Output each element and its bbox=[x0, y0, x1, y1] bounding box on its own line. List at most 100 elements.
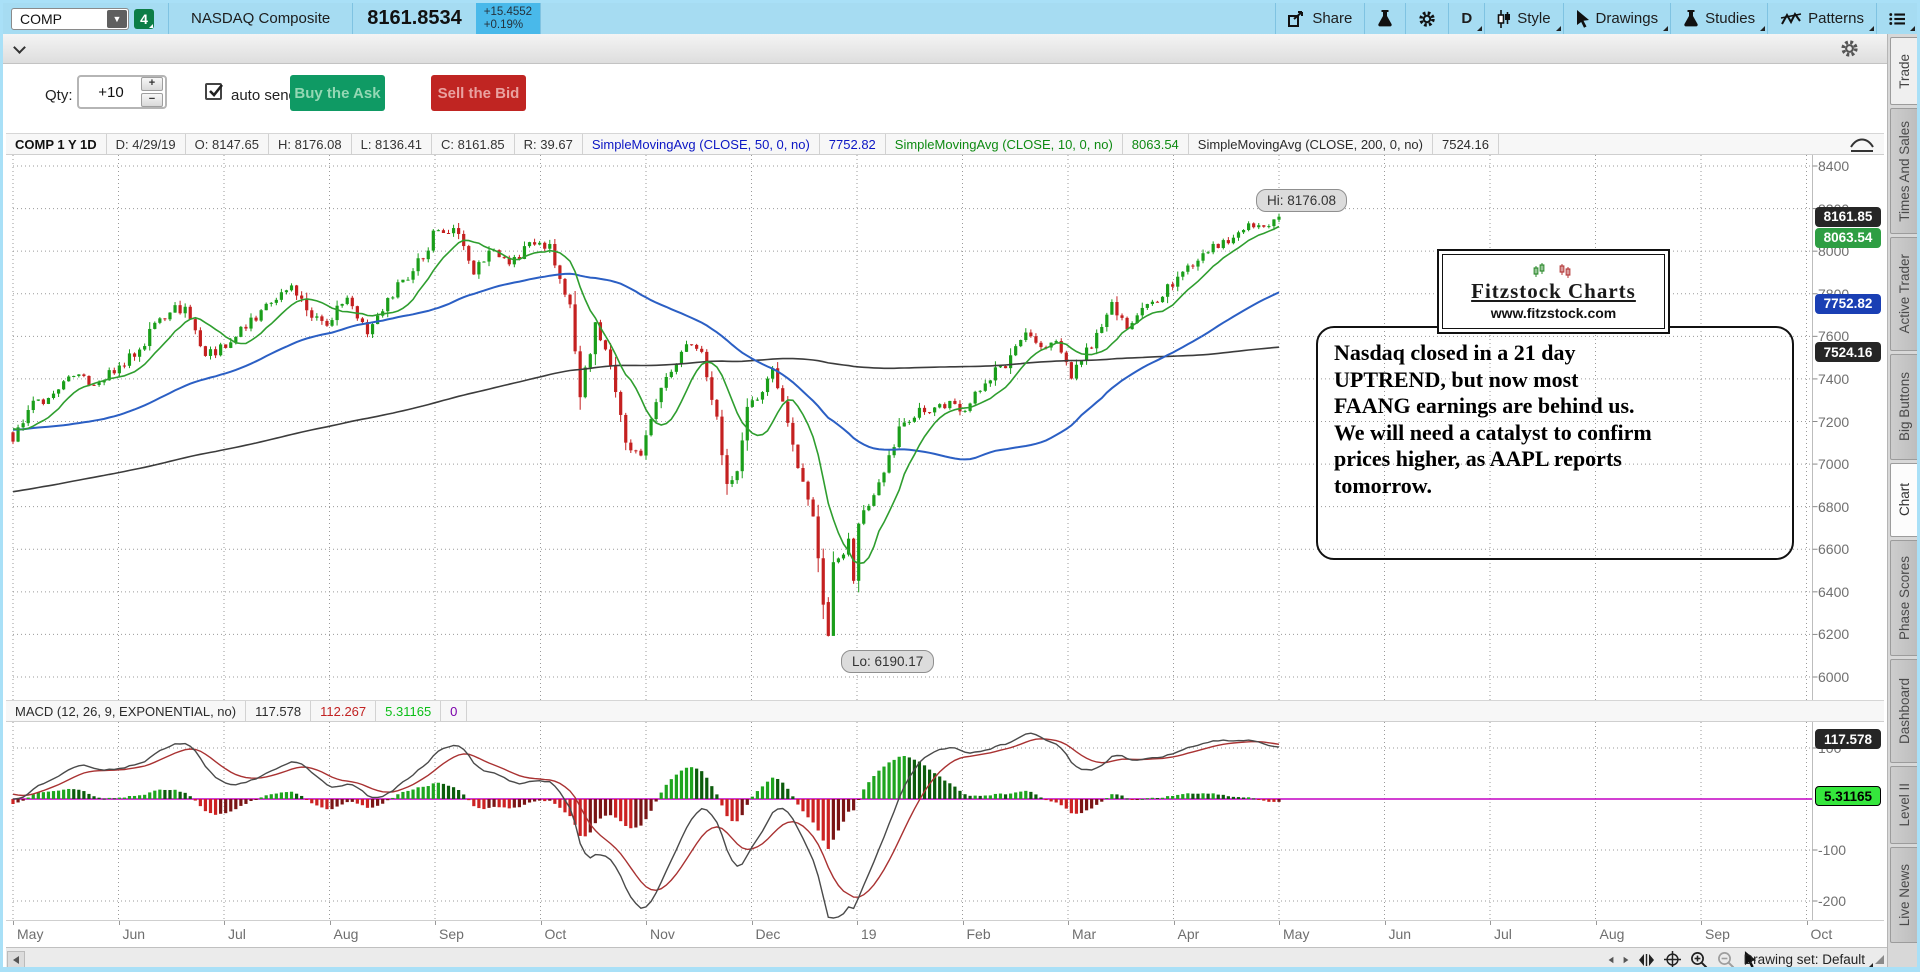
macd-value-cell: 117.578 bbox=[246, 701, 312, 721]
price-axis-style-icon[interactable] bbox=[1848, 136, 1876, 161]
chart-menu-button[interactable] bbox=[1877, 3, 1917, 34]
last-price: 8161.8534 bbox=[367, 7, 462, 29]
share-icon bbox=[1288, 10, 1304, 27]
list-menu-icon bbox=[1889, 12, 1905, 25]
page-right-icon[interactable] bbox=[1623, 956, 1629, 963]
time-axis-label: Jun bbox=[1388, 926, 1412, 942]
toolbar-separator bbox=[1484, 3, 1486, 34]
change-percent: +0.19% bbox=[483, 18, 524, 31]
chart-bottom-toolbar: Drawing set: Default bbox=[6, 947, 1887, 969]
ohlc-study-cell: 7524.16 bbox=[1433, 134, 1499, 154]
time-axis: May Jun Jul Aug Sep Oct Nov Dec 19 Feb Mar Apr May Ju… bbox=[6, 920, 1884, 947]
time-axis-label: Nov bbox=[650, 926, 675, 942]
style-button[interactable]: Style bbox=[1485, 3, 1562, 34]
price-change: +15.4552 +0.19% bbox=[475, 3, 541, 34]
scroll-left-button[interactable] bbox=[7, 951, 25, 967]
zoom-out-icon[interactable] bbox=[1717, 951, 1735, 969]
toolbar-separator bbox=[1767, 3, 1769, 34]
toolbar-separator bbox=[1448, 3, 1450, 34]
time-axis-label: May bbox=[17, 926, 44, 942]
sell-the-bid-button[interactable]: Sell the Bid bbox=[431, 75, 526, 111]
change-value: +15.4552 bbox=[483, 5, 533, 18]
symbol-input[interactable]: COMP ▼ bbox=[11, 7, 129, 30]
gear-icon[interactable] bbox=[1840, 39, 1859, 63]
crosshair-icon[interactable] bbox=[1664, 951, 1681, 968]
right-gadget-tabs: Trade Times And Sales Active Trader Big But… bbox=[1887, 34, 1917, 967]
macd-tick-label: -100 bbox=[1818, 842, 1847, 858]
top-toolbar: COMP ▼ 4 NASDAQ Composite 8161.8534 +15.… bbox=[3, 3, 1917, 34]
sidebar-tab-trade[interactable]: Trade bbox=[1890, 37, 1917, 105]
time-axis-label: Apr bbox=[1177, 926, 1200, 942]
analyze-button[interactable] bbox=[1365, 3, 1405, 34]
qty-increment-button[interactable]: + bbox=[141, 77, 163, 91]
ohlc-study-cell: L: 8136.41 bbox=[352, 134, 433, 154]
toolbar-separator bbox=[540, 3, 542, 34]
page-left-icon[interactable] bbox=[1608, 956, 1614, 963]
time-axis-label: 19 bbox=[861, 926, 877, 942]
ohlc-study-cell: 8063.54 bbox=[1123, 134, 1189, 154]
sidebar-tab-phase-scores[interactable]: Phase Scores bbox=[1890, 540, 1917, 656]
sidebar-tab-active-trader[interactable]: Active Trader bbox=[1890, 237, 1917, 351]
auto-send-checkbox[interactable] bbox=[205, 83, 224, 100]
pattern-icon bbox=[1780, 11, 1802, 24]
macd-header: MACD (12, 26, 9, EXPONENTIAL, no) 117.578… bbox=[6, 700, 1884, 722]
ohlc-study-cell: 7752.82 bbox=[820, 134, 886, 154]
qty-decrement-button[interactable]: − bbox=[141, 93, 163, 107]
time-axis-label: Jun bbox=[122, 926, 146, 942]
high-price-bubble: Hi: 8176.08 bbox=[1256, 189, 1348, 212]
time-axis-label: Mar bbox=[1072, 926, 1097, 942]
cursor-icon[interactable] bbox=[1744, 951, 1757, 968]
timeframe-button[interactable]: D bbox=[1449, 3, 1484, 34]
toolbar-separator bbox=[1876, 3, 1877, 34]
low-price-bubble: Lo: 6190.17 bbox=[841, 650, 935, 673]
time-axis-label: Dec bbox=[755, 926, 781, 942]
buy-the-ask-button[interactable]: Buy the Ask bbox=[290, 75, 385, 111]
flask-icon bbox=[1378, 9, 1393, 26]
studies-button[interactable]: Studies bbox=[1671, 3, 1767, 34]
macd-value-cell: MACD (12, 26, 9, EXPONENTIAL, no) bbox=[6, 701, 247, 721]
axis-price-badge: 7524.16 bbox=[1815, 342, 1881, 363]
ohlc-study-cell: SimpleMovingAvg (CLOSE, 50, 0, no) bbox=[583, 134, 820, 154]
toolbar-separator bbox=[1670, 3, 1672, 34]
ohlc-study-cell: R: 39.67 bbox=[515, 134, 583, 154]
sidebar-tab-level-ii[interactable]: Level II bbox=[1890, 766, 1917, 844]
patterns-button[interactable]: Patterns bbox=[1768, 3, 1876, 34]
chart-annotation-note[interactable]: Nasdaq closed in a 21 day UPTREND, but n… bbox=[1316, 326, 1794, 560]
watchlist-count-badge[interactable]: 4 bbox=[134, 8, 154, 29]
resize-grip[interactable] bbox=[1875, 955, 1884, 964]
price-tick-label: 7600 bbox=[1818, 328, 1850, 345]
ohlc-study-cell: H: 8176.08 bbox=[269, 134, 352, 154]
sidebar-tab-live-news[interactable]: Live News bbox=[1890, 847, 1917, 943]
price-chart[interactable] bbox=[6, 155, 1884, 700]
symbol-dropdown-button[interactable]: ▼ bbox=[107, 9, 127, 28]
sidebar-tab-chart[interactable]: Chart bbox=[1890, 463, 1917, 537]
ohlc-study-cell: O: 8147.65 bbox=[186, 134, 269, 154]
toolbar-separator bbox=[1562, 3, 1564, 34]
price-tick-label: 6600 bbox=[1818, 541, 1850, 558]
sidebar-tab-big-buttons[interactable]: Big Buttons bbox=[1890, 354, 1917, 460]
sidebar-tab-dashboard[interactable]: Dashboard bbox=[1890, 659, 1917, 763]
macd-chart[interactable] bbox=[6, 722, 1884, 920]
order-panel-collapse-bar[interactable] bbox=[3, 34, 1887, 64]
drawing-set-selector[interactable]: Drawing set: Default bbox=[1743, 948, 1873, 967]
time-axis-label: Jul bbox=[228, 926, 246, 942]
drawings-button[interactable]: Drawings bbox=[1564, 3, 1671, 34]
chevron-down-icon[interactable] bbox=[15, 43, 25, 53]
ohlc-study-cell: C: 8161.85 bbox=[432, 134, 515, 154]
sidebar-tab-times-and-sales[interactable]: Times And Sales bbox=[1890, 108, 1917, 234]
quantity-stepper: + − bbox=[141, 77, 163, 107]
candlestick-icon bbox=[1497, 9, 1511, 28]
macd-value-cell: 112.267 bbox=[311, 701, 377, 721]
share-button[interactable]: Share bbox=[1276, 3, 1364, 34]
time-axis-label: Feb bbox=[966, 926, 991, 942]
cursor-icon bbox=[1576, 9, 1589, 28]
zoom-in-icon[interactable] bbox=[1690, 951, 1708, 969]
auto-scale-icon[interactable] bbox=[1638, 953, 1655, 967]
price-tick-label: 8400 bbox=[1818, 158, 1850, 174]
price-tick-label: 6400 bbox=[1818, 583, 1850, 600]
macd-tick-label: -200 bbox=[1818, 893, 1847, 909]
price-tick-label: 6800 bbox=[1818, 498, 1850, 515]
chart-settings-button[interactable] bbox=[1406, 3, 1448, 34]
ohlc-study-cell: COMP 1 Y 1D bbox=[6, 134, 107, 154]
auto-send-label: auto send bbox=[231, 87, 297, 104]
